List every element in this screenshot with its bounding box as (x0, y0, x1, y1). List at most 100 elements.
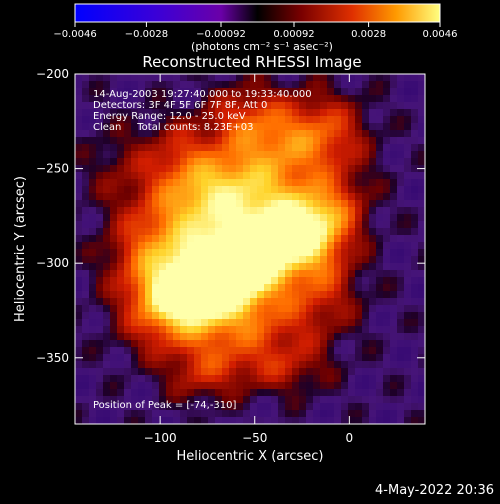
heatmap-cell (278, 235, 285, 242)
heatmap-cell (229, 389, 236, 396)
heatmap-cell (271, 354, 278, 361)
heatmap-cell (229, 193, 236, 200)
heatmap-cell (278, 263, 285, 270)
heatmap-cell (131, 116, 138, 123)
heatmap-cell (250, 291, 257, 298)
heatmap-cell (327, 144, 334, 151)
heatmap-cell (222, 193, 229, 200)
heatmap-cell (110, 417, 117, 424)
heatmap-cell (124, 130, 131, 137)
heatmap-cell (397, 116, 404, 123)
heatmap-cell (229, 284, 236, 291)
heatmap-cell (89, 333, 96, 340)
heatmap-cell (404, 417, 411, 424)
heatmap-cell (320, 284, 327, 291)
heatmap-cell (229, 291, 236, 298)
heatmap-cell (173, 305, 180, 312)
heatmap-cell (236, 88, 243, 95)
heatmap-cell (292, 319, 299, 326)
heatmap-cell (166, 375, 173, 382)
heatmap-cell (271, 109, 278, 116)
heatmap-cell (411, 116, 418, 123)
heatmap-cell (173, 214, 180, 221)
heatmap-cell (320, 382, 327, 389)
heatmap-cell (383, 88, 390, 95)
heatmap-cell (103, 396, 110, 403)
heatmap-cell (103, 319, 110, 326)
heatmap-cell (390, 333, 397, 340)
heatmap-cell (96, 249, 103, 256)
heatmap-cell (131, 200, 138, 207)
heatmap-cell (383, 193, 390, 200)
heatmap-cell (194, 340, 201, 347)
heatmap-cell (243, 179, 250, 186)
heatmap-cell (299, 151, 306, 158)
heatmap-cell (404, 389, 411, 396)
heatmap-cell (222, 298, 229, 305)
heatmap-cell (201, 228, 208, 235)
heatmap-cell (362, 361, 369, 368)
heatmap-cell (320, 291, 327, 298)
heatmap-cell (369, 263, 376, 270)
heatmap-cell (257, 95, 264, 102)
heatmap-cell (89, 270, 96, 277)
heatmap-cell (180, 109, 187, 116)
heatmap-cell (89, 410, 96, 417)
heatmap-cell (138, 256, 145, 263)
heatmap-cell (264, 333, 271, 340)
heatmap-cell (124, 333, 131, 340)
heatmap-cell (173, 298, 180, 305)
heatmap-cell (180, 263, 187, 270)
heatmap-cell (397, 235, 404, 242)
heatmap-cell (404, 130, 411, 137)
heatmap-cell (145, 109, 152, 116)
heatmap-cell (166, 403, 173, 410)
heatmap-cell (383, 312, 390, 319)
heatmap-cell (383, 95, 390, 102)
heatmap-cell (355, 102, 362, 109)
heatmap-cell (411, 403, 418, 410)
heatmap-cell (285, 81, 292, 88)
heatmap-cell (173, 179, 180, 186)
heatmap-cell (96, 291, 103, 298)
heatmap-cell (173, 256, 180, 263)
heatmap-cell (355, 165, 362, 172)
heatmap-cell (264, 347, 271, 354)
heatmap-cell (383, 347, 390, 354)
heatmap-cell (411, 298, 418, 305)
heatmap-cell (138, 291, 145, 298)
heatmap-cell (334, 179, 341, 186)
heatmap-cell (117, 375, 124, 382)
heatmap-cell (306, 137, 313, 144)
heatmap-cell (348, 221, 355, 228)
heatmap-cell (271, 389, 278, 396)
heatmap-cell (117, 389, 124, 396)
heatmap-cell (103, 172, 110, 179)
heatmap-cell (397, 333, 404, 340)
heatmap-cell (418, 109, 425, 116)
heatmap-cell (145, 326, 152, 333)
heatmap-cell (187, 81, 194, 88)
heatmap-cell (327, 403, 334, 410)
heatmap-cell (404, 298, 411, 305)
heatmap-cell (180, 144, 187, 151)
heatmap-cell (362, 172, 369, 179)
heatmap-cell (75, 74, 82, 81)
heatmap-cell (376, 165, 383, 172)
heatmap-cell (285, 333, 292, 340)
heatmap-cell (404, 249, 411, 256)
heatmap-cell (208, 382, 215, 389)
heatmap-cell (75, 200, 82, 207)
heatmap-cell (96, 123, 103, 130)
heatmap-cell (299, 249, 306, 256)
heatmap-cell (404, 109, 411, 116)
heatmap-cell (320, 200, 327, 207)
heatmap-cell (299, 109, 306, 116)
heatmap-cell (271, 319, 278, 326)
heatmap-cell (362, 186, 369, 193)
heatmap-cell (187, 144, 194, 151)
heatmap-cell (236, 81, 243, 88)
heatmap-cell (257, 207, 264, 214)
heatmap-cell (75, 277, 82, 284)
heatmap-cell (201, 242, 208, 249)
